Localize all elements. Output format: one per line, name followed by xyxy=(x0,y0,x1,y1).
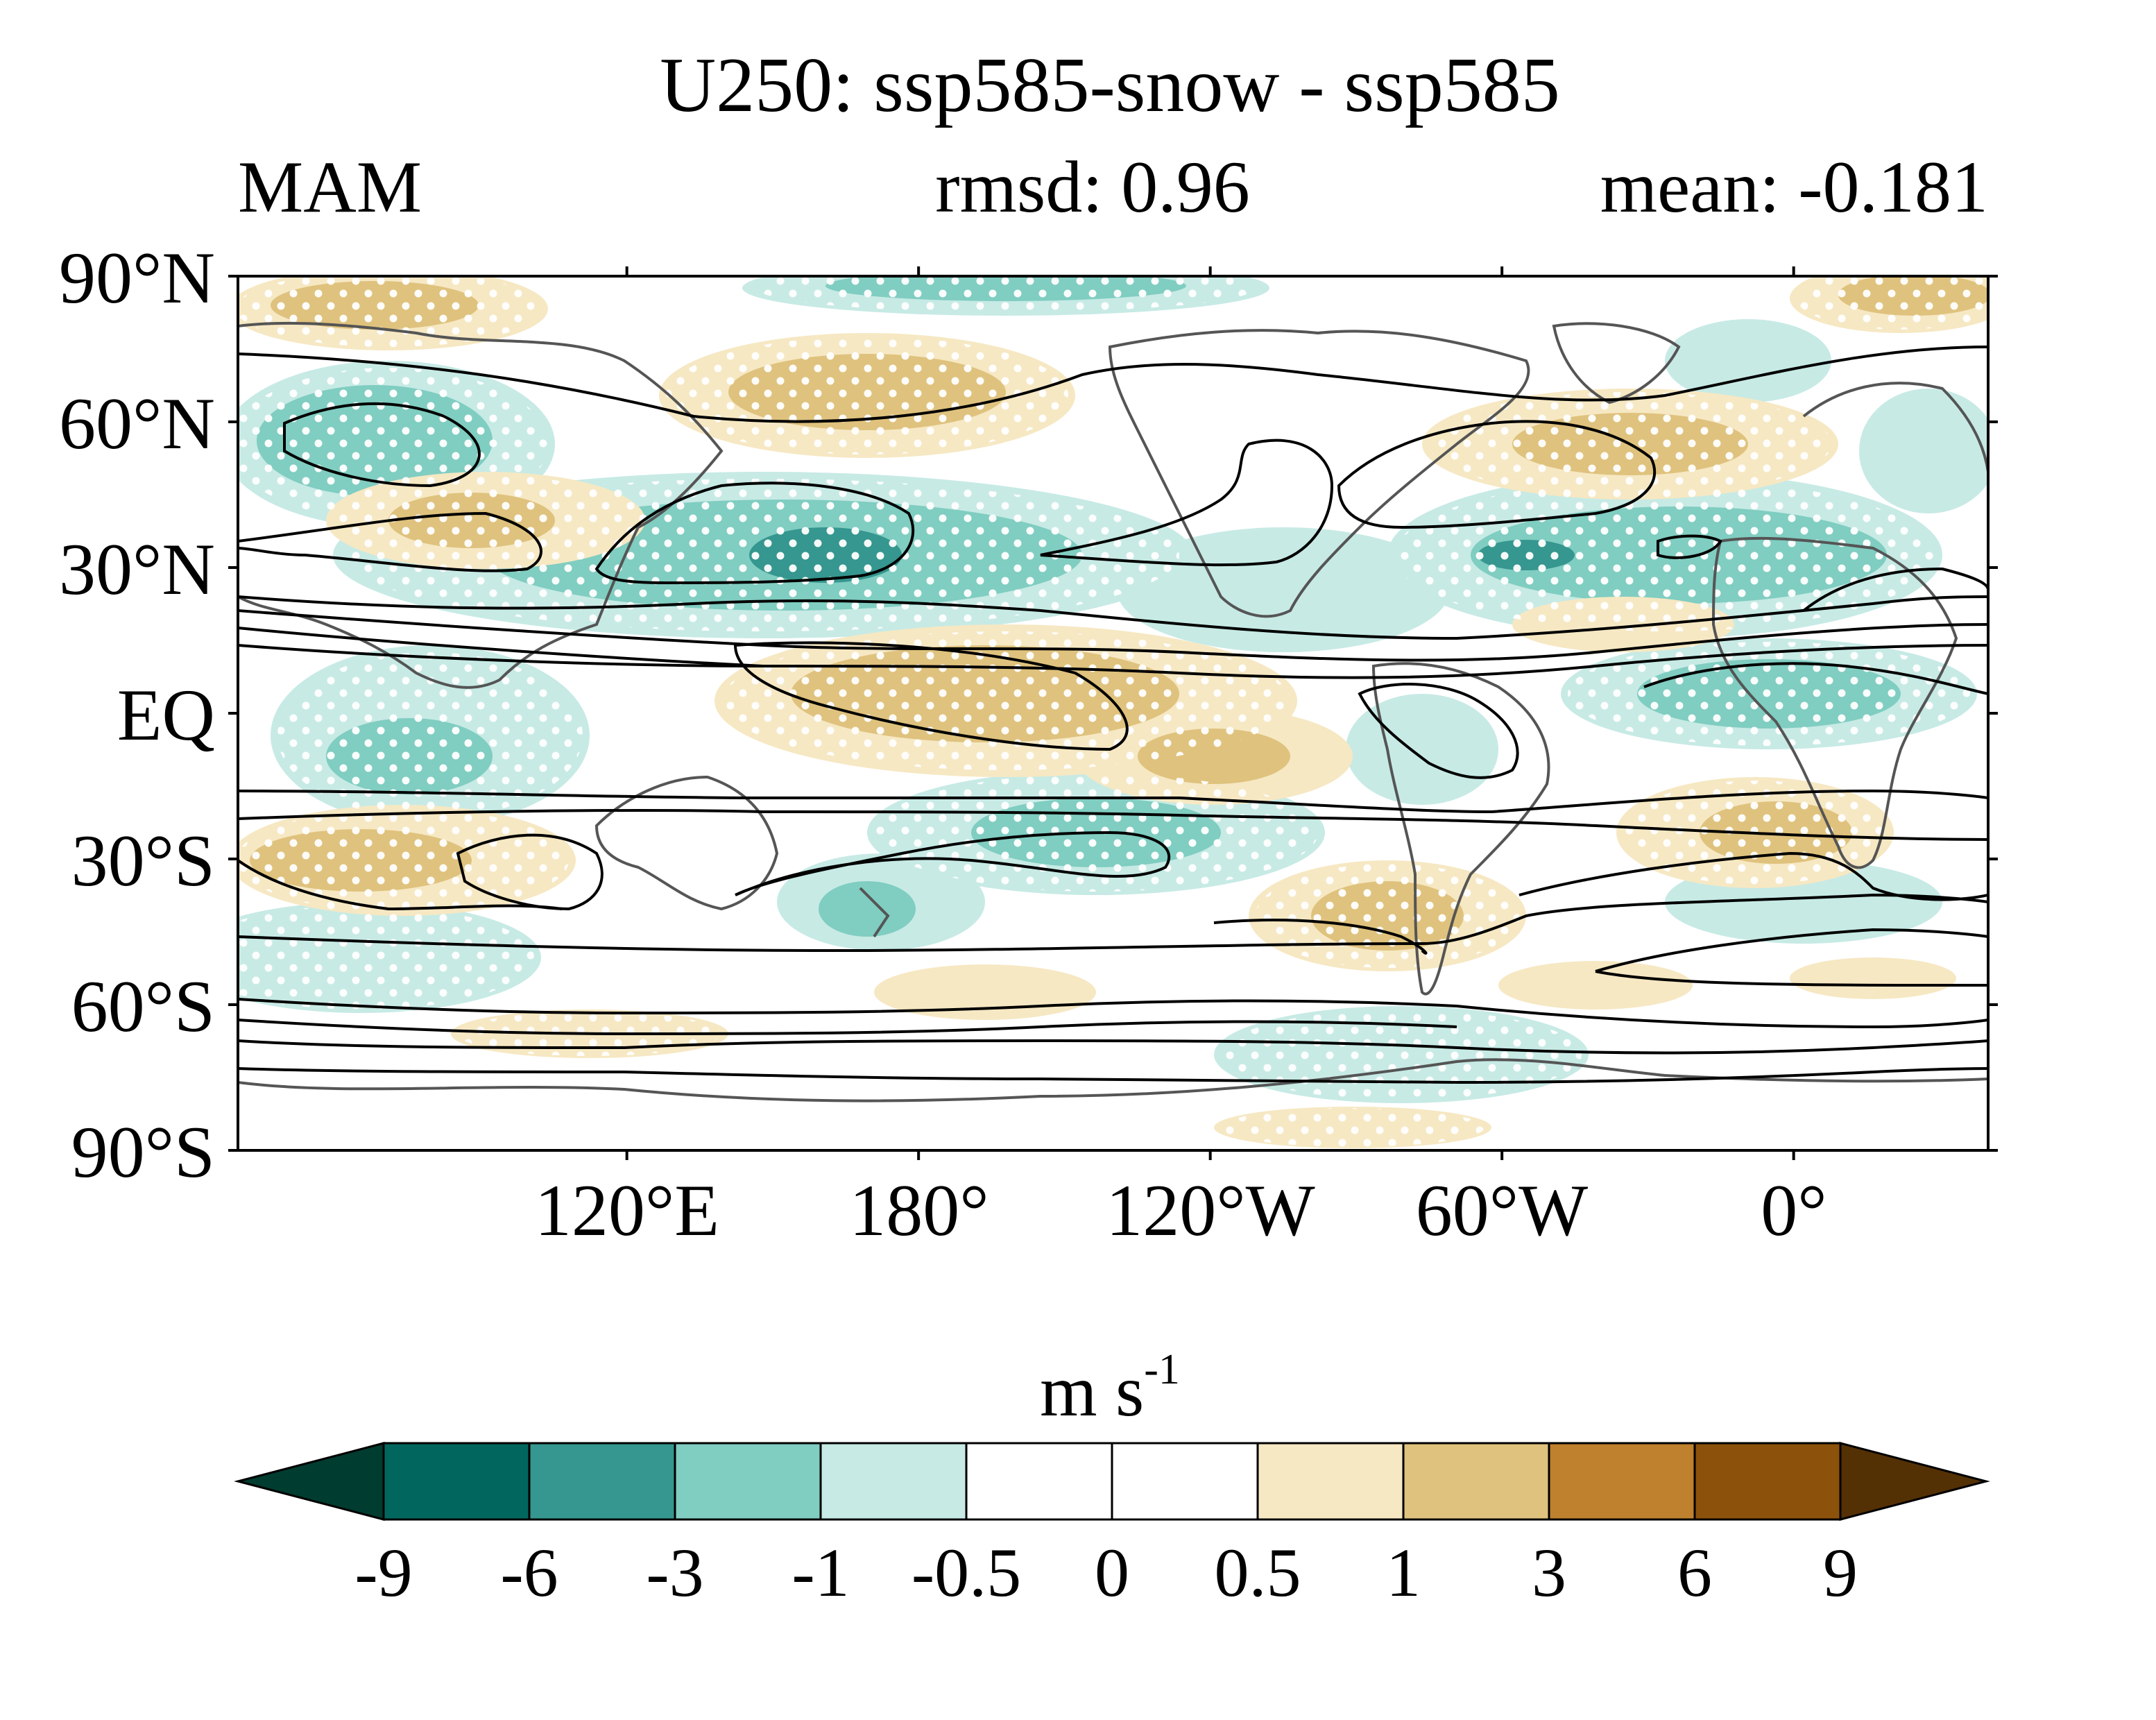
colorbar-unit: m s-1 xyxy=(1040,1346,1180,1431)
longitude-ticks xyxy=(625,266,1795,1160)
colorbar-tick-label: -3 xyxy=(646,1534,703,1611)
colorbar-swatch xyxy=(1548,1442,1696,1521)
lat-label-60s: 60°S xyxy=(71,966,215,1047)
colorbar-tick-label: 0.5 xyxy=(1215,1534,1301,1611)
colorbar-tick-label: 3 xyxy=(1532,1534,1566,1611)
colorbar: m s-1 -9 -6 -3 -1 -0.5 0 0.5 1 3 6 9 xyxy=(234,1346,1990,1611)
colorbar-tick-label: -0.5 xyxy=(912,1534,1021,1611)
lon-label-180: 180° xyxy=(849,1170,989,1251)
lon-label-60w: 60°W xyxy=(1416,1170,1588,1251)
colorbar-extend-low xyxy=(234,1442,385,1521)
colorbar-tick-label: -1 xyxy=(792,1534,849,1611)
significance-stippling xyxy=(238,276,1988,1147)
lat-label-60n: 60°N xyxy=(59,383,215,464)
colorbar-tick-label: 1 xyxy=(1386,1534,1421,1611)
colorbar-swatches xyxy=(234,1442,1990,1521)
colorbar-swatch xyxy=(674,1442,822,1521)
lon-label-120e: 120°E xyxy=(535,1170,719,1251)
colorbar-tick-label: 0 xyxy=(1095,1534,1129,1611)
colorbar-tick-label: 9 xyxy=(1823,1534,1858,1611)
colorbar-tick-label: 6 xyxy=(1677,1534,1712,1611)
colorbar-swatch xyxy=(1402,1442,1550,1521)
lat-label-30n: 30°N xyxy=(59,529,215,610)
rmsd-label: rmsd: 0.96 xyxy=(935,146,1249,228)
colorbar-swatch xyxy=(1256,1442,1405,1521)
lat-label-90n: 90°N xyxy=(59,237,215,318)
mean-label: mean: -0.181 xyxy=(1600,146,1988,228)
colorbar-swatch xyxy=(819,1442,968,1521)
colorbar-swatch xyxy=(1111,1442,1259,1521)
colorbar-tick-label: -9 xyxy=(354,1534,412,1611)
colorbar-swatch xyxy=(528,1442,676,1521)
lat-label-90s: 90°S xyxy=(71,1112,215,1193)
lon-label-120w: 120°W xyxy=(1106,1170,1315,1251)
latitude-ticks xyxy=(228,275,1998,1152)
colorbar-extend-high xyxy=(1839,1442,1990,1521)
figure-title: U250: ssp585-snow - ssp585 xyxy=(660,42,1559,128)
lat-label-30s: 30°S xyxy=(71,820,215,901)
season-label: MAM xyxy=(238,146,422,228)
lon-label-0: 0° xyxy=(1761,1170,1826,1251)
lat-label-eq: EQ xyxy=(117,674,215,756)
colorbar-swatch xyxy=(965,1442,1113,1521)
latitude-labels: 90°N 60°N 30°N EQ 30°S 60°S 90°S xyxy=(59,237,215,1193)
colorbar-tick-label: -6 xyxy=(500,1534,558,1611)
longitude-labels: 120°E 180° 120°W 60°W 0° xyxy=(535,1170,1827,1251)
map-panel xyxy=(238,276,1988,1150)
colorbar-swatch xyxy=(1693,1442,1842,1521)
colorbar-swatch xyxy=(382,1442,531,1521)
colorbar-tick-labels: -9 -6 -3 -1 -0.5 0 0.5 1 3 6 9 xyxy=(354,1534,1858,1611)
climatology-contours xyxy=(238,346,1988,1084)
